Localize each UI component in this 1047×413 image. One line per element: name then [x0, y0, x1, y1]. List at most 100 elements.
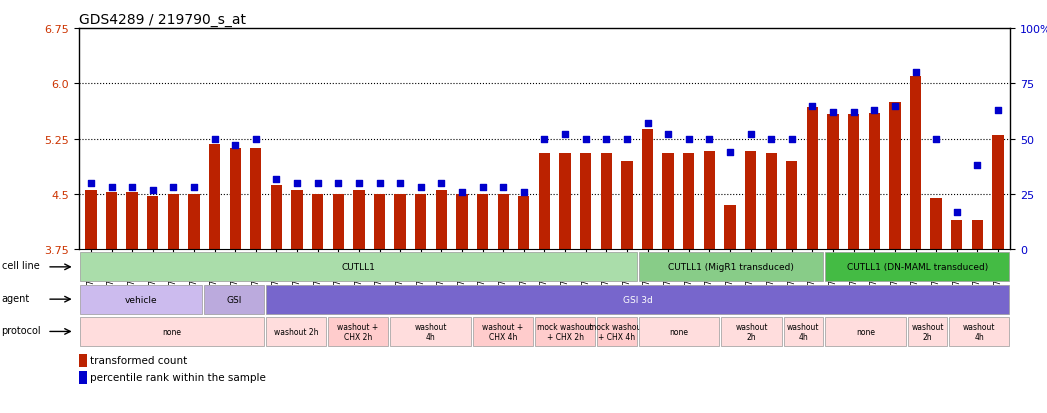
- Point: [989, 107, 1006, 114]
- Bar: [539, 154, 550, 250]
- Bar: [765, 154, 777, 250]
- Bar: [601, 154, 611, 250]
- Point: [742, 132, 759, 138]
- Text: percentile rank within the sample: percentile rank within the sample: [90, 372, 266, 382]
- Bar: [518, 196, 530, 250]
- Point: [371, 180, 387, 187]
- Point: [268, 176, 285, 183]
- Bar: [456, 195, 468, 250]
- Text: washout +
CHX 2h: washout + CHX 2h: [337, 322, 379, 341]
- Point: [453, 189, 470, 196]
- Point: [804, 103, 821, 109]
- Bar: [621, 161, 632, 250]
- Bar: [147, 196, 158, 250]
- Point: [309, 180, 326, 187]
- Point: [968, 163, 985, 169]
- Bar: [642, 130, 653, 250]
- Text: transformed count: transformed count: [90, 356, 187, 366]
- Bar: [704, 152, 715, 250]
- Point: [351, 180, 367, 187]
- Text: none: none: [162, 327, 181, 336]
- Text: none: none: [669, 327, 689, 336]
- Point: [165, 185, 182, 191]
- Bar: [395, 195, 406, 250]
- Point: [144, 187, 161, 194]
- Text: vehicle: vehicle: [125, 295, 157, 304]
- Bar: [663, 154, 674, 250]
- Point: [104, 185, 120, 191]
- Point: [515, 189, 532, 196]
- Point: [701, 136, 718, 143]
- Point: [495, 185, 512, 191]
- Point: [866, 107, 883, 114]
- Bar: [79, 354, 87, 368]
- Point: [206, 136, 223, 143]
- Point: [783, 136, 800, 143]
- Bar: [559, 154, 571, 250]
- Point: [660, 132, 676, 138]
- Bar: [725, 206, 736, 250]
- Text: washout
2h: washout 2h: [735, 322, 767, 341]
- Point: [83, 180, 99, 187]
- Text: none: none: [855, 327, 875, 336]
- Bar: [972, 221, 983, 250]
- Point: [928, 136, 944, 143]
- Point: [536, 136, 553, 143]
- Bar: [271, 186, 282, 250]
- Point: [681, 136, 697, 143]
- Text: washout
4h: washout 4h: [787, 322, 820, 341]
- Bar: [580, 154, 592, 250]
- Bar: [683, 154, 694, 250]
- Point: [721, 150, 738, 156]
- Text: CUTLL1 (MigR1 transduced): CUTLL1 (MigR1 transduced): [668, 263, 794, 272]
- Text: mock washout
+ CHX 4h: mock washout + CHX 4h: [589, 322, 645, 341]
- Bar: [374, 195, 385, 250]
- Point: [474, 185, 491, 191]
- Text: CUTLL1: CUTLL1: [341, 263, 375, 272]
- Text: GDS4289 / 219790_s_at: GDS4289 / 219790_s_at: [79, 12, 246, 26]
- Bar: [79, 370, 87, 384]
- Text: washout +
CHX 4h: washout + CHX 4h: [483, 322, 524, 341]
- Point: [577, 136, 594, 143]
- Point: [619, 136, 636, 143]
- Point: [185, 185, 202, 191]
- Bar: [229, 148, 241, 250]
- Point: [825, 109, 842, 116]
- Point: [907, 70, 923, 76]
- Bar: [993, 136, 1004, 250]
- Bar: [415, 195, 426, 250]
- Text: GSI: GSI: [226, 295, 242, 304]
- Text: washout
4h: washout 4h: [415, 322, 447, 341]
- Bar: [250, 148, 262, 250]
- Bar: [910, 77, 921, 250]
- Text: GSI 3d: GSI 3d: [623, 295, 652, 304]
- Bar: [744, 152, 756, 250]
- Text: mock washout
+ CHX 2h: mock washout + CHX 2h: [537, 322, 593, 341]
- Bar: [353, 191, 364, 250]
- Point: [433, 180, 450, 187]
- Point: [639, 121, 655, 127]
- Bar: [477, 195, 488, 250]
- Point: [247, 136, 264, 143]
- Bar: [931, 198, 942, 250]
- Point: [413, 185, 429, 191]
- Bar: [291, 191, 303, 250]
- Bar: [312, 195, 324, 250]
- Bar: [436, 191, 447, 250]
- Text: washout
4h: washout 4h: [963, 322, 996, 341]
- Bar: [497, 195, 509, 250]
- Point: [392, 180, 408, 187]
- Point: [763, 136, 780, 143]
- Text: protocol: protocol: [1, 325, 41, 335]
- Bar: [869, 114, 879, 250]
- Point: [949, 209, 965, 216]
- Point: [124, 185, 140, 191]
- Point: [330, 180, 347, 187]
- Bar: [807, 108, 818, 250]
- Text: washout
2h: washout 2h: [911, 322, 943, 341]
- Bar: [951, 221, 962, 250]
- Point: [227, 143, 244, 150]
- Bar: [188, 195, 200, 250]
- Point: [289, 180, 306, 187]
- Point: [845, 109, 862, 116]
